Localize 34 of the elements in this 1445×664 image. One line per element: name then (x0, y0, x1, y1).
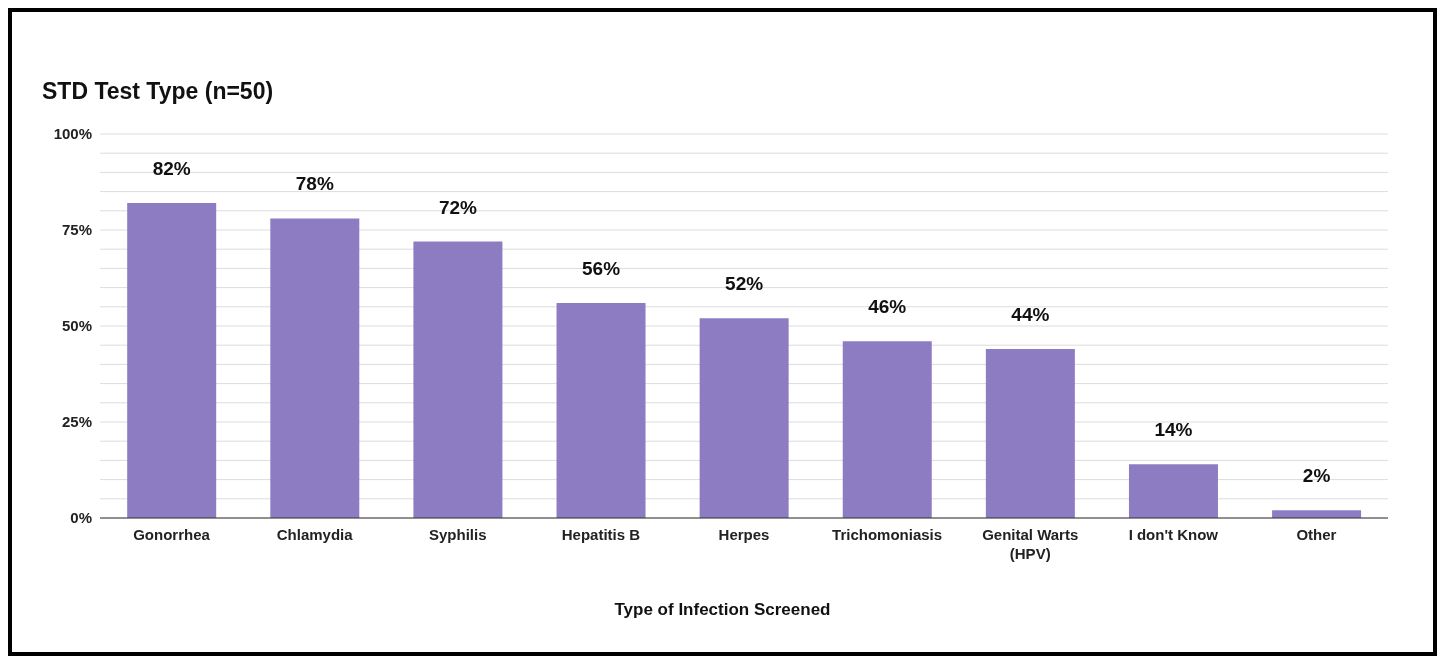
bar (1128, 464, 1218, 518)
chart-title: STD Test Type (n=50) (42, 78, 274, 105)
x-tick-label: Chlamydia (276, 526, 354, 543)
x-tick-label: Trichomoniasis (832, 526, 943, 543)
data-label: 14% (1154, 419, 1193, 441)
data-label: 44% (1011, 304, 1050, 326)
y-tick-label: 50% (61, 317, 92, 335)
bar (842, 341, 932, 518)
bar (1272, 510, 1362, 518)
data-label: 56% (582, 257, 621, 279)
x-tick-label: Herpes (718, 526, 770, 543)
data-label: 72% (438, 196, 478, 218)
bar (270, 218, 360, 518)
data-label: 52% (725, 273, 764, 295)
x-axis-title: Type of Infection Screened (613, 600, 832, 620)
x-tick-label: Hepatitis B (561, 526, 641, 543)
x-tick-label: Gonorrhea (133, 526, 211, 543)
data-label: 78% (295, 173, 334, 195)
x-tick-label: Genital Warts (HPV) (982, 526, 1079, 562)
data-label: 46% (868, 296, 907, 318)
bar (556, 302, 646, 518)
bar (413, 241, 503, 518)
bar (699, 318, 789, 518)
x-tick-label: Other (1296, 526, 1337, 543)
y-tick-label: 100% (53, 125, 92, 143)
y-tick-label: 75% (61, 221, 92, 239)
bar (127, 203, 217, 518)
y-tick-label: 25% (61, 413, 92, 431)
y-tick-label: 0% (70, 509, 92, 527)
x-tick-label: I don't Know (1128, 526, 1219, 543)
bar (985, 349, 1075, 518)
data-label: 82% (152, 158, 191, 180)
data-label: 2% (1302, 465, 1331, 487)
x-tick-label: Syphilis (429, 526, 487, 543)
